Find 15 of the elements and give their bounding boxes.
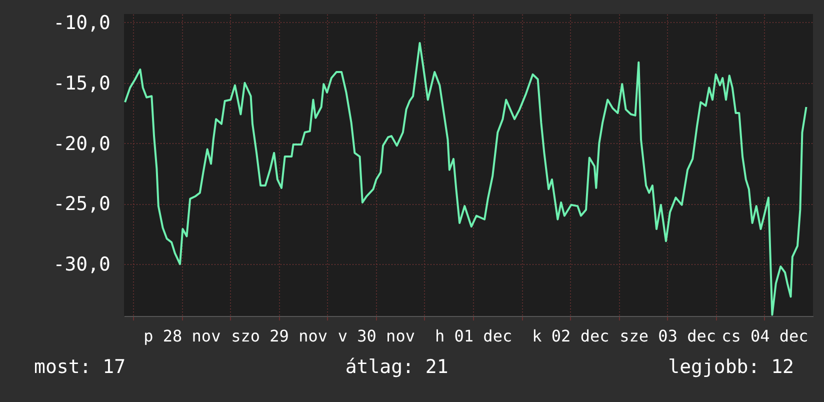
x-tick-label: szo 29 nov (231, 326, 328, 346)
x-tick-label: cs 04 dec (722, 326, 808, 346)
text: átlag: 21 (345, 356, 448, 378)
x-tick-label: h 01 dec (435, 326, 512, 346)
y-tick-label: -30,0 (53, 254, 110, 276)
text: legjobb: 12 (668, 356, 794, 378)
x-tick-label: p 28 nov (144, 326, 221, 346)
text: most: 17 (34, 356, 126, 378)
x-tick-label: sze 03 dec (620, 326, 716, 346)
y-tick-label: -10,0 (53, 12, 110, 34)
x-tick-label: k 02 dec (532, 326, 610, 346)
y-tick-label: -15,0 (53, 72, 110, 94)
y-tick-label: -20,0 (53, 132, 110, 155)
x-tick-label: v 30 nov (338, 326, 415, 346)
y-tick-label: -25,0 (53, 193, 110, 216)
